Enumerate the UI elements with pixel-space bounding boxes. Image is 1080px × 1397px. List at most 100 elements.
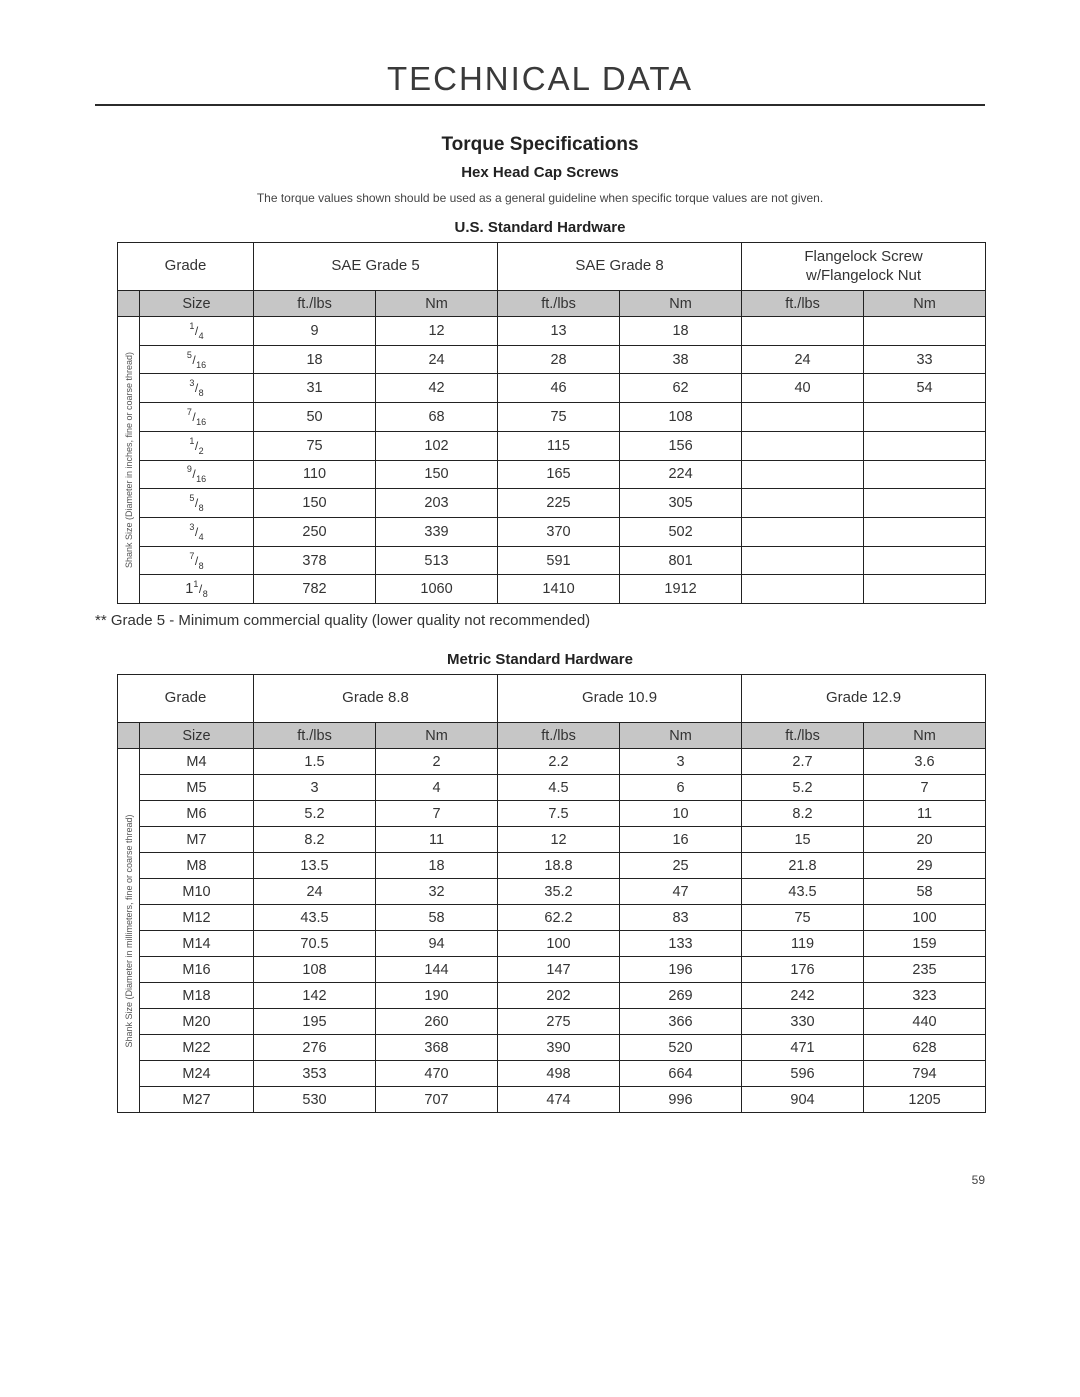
value-cell: 43.5 xyxy=(742,879,864,905)
page-title: TECHNICAL DATA xyxy=(95,60,985,98)
size-cell: 5/8 xyxy=(140,489,254,518)
metric-table-block: GradeGrade 8.8Grade 10.9Grade 12.9Sizeft… xyxy=(117,674,985,1113)
unit-header: Nm xyxy=(864,291,986,317)
value-cell: 35.2 xyxy=(498,879,620,905)
value-cell: 7 xyxy=(864,775,986,801)
value-cell xyxy=(742,546,864,575)
value-cell xyxy=(742,518,864,547)
value-cell: 794 xyxy=(864,1061,986,1087)
value-cell: 58 xyxy=(864,879,986,905)
size-cell: 1/2 xyxy=(140,431,254,460)
size-cell: M22 xyxy=(140,1035,254,1061)
value-cell: 196 xyxy=(620,957,742,983)
value-cell: 370 xyxy=(498,518,620,547)
table-row: M24353470498664596794 xyxy=(118,1061,986,1087)
value-cell: 47 xyxy=(620,879,742,905)
side-label-cell: Shank Size (Diameter in millimeters, fin… xyxy=(118,749,140,1113)
value-cell: 40 xyxy=(742,374,864,403)
value-cell: 1060 xyxy=(376,575,498,604)
value-cell: 46 xyxy=(498,374,620,403)
unit-header: ft./lbs xyxy=(254,723,376,749)
value-cell: 159 xyxy=(864,931,986,957)
value-cell: 2.2 xyxy=(498,749,620,775)
value-cell: 7.5 xyxy=(498,801,620,827)
value-cell: 520 xyxy=(620,1035,742,1061)
value-cell: 276 xyxy=(254,1035,376,1061)
value-cell: 1205 xyxy=(864,1087,986,1113)
corner-cell xyxy=(118,291,140,317)
size-cell: M5 xyxy=(140,775,254,801)
value-cell: 54 xyxy=(864,374,986,403)
value-cell: 801 xyxy=(620,546,742,575)
value-cell xyxy=(864,489,986,518)
table-row: M65.277.5108.211 xyxy=(118,801,986,827)
value-cell: 5.2 xyxy=(254,801,376,827)
value-cell: 782 xyxy=(254,575,376,604)
size-cell: 5/16 xyxy=(140,345,254,374)
value-cell: 1410 xyxy=(498,575,620,604)
value-cell: 5.2 xyxy=(742,775,864,801)
value-cell: 13 xyxy=(498,317,620,346)
value-cell: 366 xyxy=(620,1009,742,1035)
value-cell: 591 xyxy=(498,546,620,575)
value-cell: 75 xyxy=(254,431,376,460)
table-row: M5344.565.27 xyxy=(118,775,986,801)
value-cell: 119 xyxy=(742,931,864,957)
value-cell: 18 xyxy=(254,345,376,374)
value-cell: 100 xyxy=(864,905,986,931)
us-footnote: ** Grade 5 - Minimum commercial quality … xyxy=(95,612,985,629)
value-cell: 664 xyxy=(620,1061,742,1087)
value-cell: 224 xyxy=(620,460,742,489)
value-cell: 28 xyxy=(498,345,620,374)
value-cell: 176 xyxy=(742,957,864,983)
side-label-cell: Shank Size (Diameter in inches, fine or … xyxy=(118,317,140,604)
value-cell: 62.2 xyxy=(498,905,620,931)
value-cell: 471 xyxy=(742,1035,864,1061)
value-cell: 29 xyxy=(864,853,986,879)
value-cell: 2 xyxy=(376,749,498,775)
value-cell: 83 xyxy=(620,905,742,931)
side-label: Shank Size (Diameter in millimeters, fin… xyxy=(124,814,134,1047)
value-cell xyxy=(742,489,864,518)
value-cell: 1.5 xyxy=(254,749,376,775)
value-cell: 378 xyxy=(254,546,376,575)
value-cell xyxy=(864,575,986,604)
value-cell: 24 xyxy=(742,345,864,374)
subheading: Hex Head Cap Screws xyxy=(95,164,985,181)
value-cell: 21.8 xyxy=(742,853,864,879)
value-cell: 62 xyxy=(620,374,742,403)
unit-header: ft./lbs xyxy=(254,291,376,317)
value-cell: 260 xyxy=(376,1009,498,1035)
value-cell: 202 xyxy=(498,983,620,1009)
value-cell: 18 xyxy=(376,853,498,879)
unit-header: ft./lbs xyxy=(498,291,620,317)
table-row: M78.21112161520 xyxy=(118,827,986,853)
size-cell: 7/16 xyxy=(140,403,254,432)
value-cell: 10 xyxy=(620,801,742,827)
value-cell: 150 xyxy=(254,489,376,518)
value-cell: 498 xyxy=(498,1061,620,1087)
size-cell: M20 xyxy=(140,1009,254,1035)
size-cell: M24 xyxy=(140,1061,254,1087)
value-cell xyxy=(864,546,986,575)
value-cell: 3 xyxy=(620,749,742,775)
unit-header: Nm xyxy=(376,291,498,317)
value-cell: 58 xyxy=(376,905,498,931)
size-cell: M10 xyxy=(140,879,254,905)
value-cell: 269 xyxy=(620,983,742,1009)
us-table-block: GradeSAE Grade 5SAE Grade 8Flangelock Sc… xyxy=(117,242,985,604)
size-cell: M27 xyxy=(140,1087,254,1113)
value-cell: 904 xyxy=(742,1087,864,1113)
unit-header: Nm xyxy=(620,723,742,749)
table-row: M813.51818.82521.829 xyxy=(118,853,986,879)
grade-header: Grade 10.9 xyxy=(498,675,742,723)
value-cell: 142 xyxy=(254,983,376,1009)
grade-label: Grade xyxy=(118,675,254,723)
table-row: 9/16110150165224 xyxy=(118,460,986,489)
value-cell: 195 xyxy=(254,1009,376,1035)
metric-table-heading: Metric Standard Hardware xyxy=(95,651,985,668)
torque-note: The torque values shown should be used a… xyxy=(95,191,985,205)
unit-header: Nm xyxy=(376,723,498,749)
section-heading: Torque Specifications xyxy=(95,134,985,156)
page-number: 59 xyxy=(95,1173,985,1187)
